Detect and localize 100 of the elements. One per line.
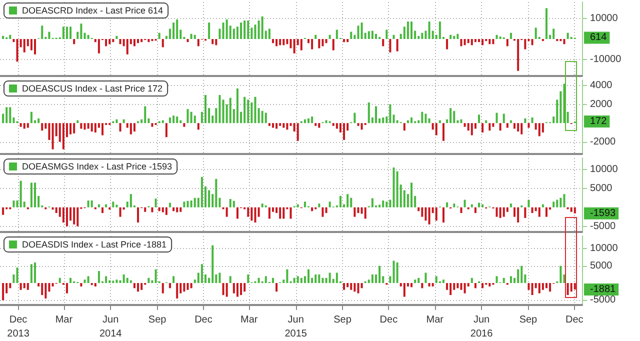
bar [232,200,235,208]
bar [52,123,54,150]
bar [172,207,175,212]
bar [531,283,534,296]
annotation: -1593 [590,208,616,219]
bar [339,196,342,208]
bar [488,39,491,44]
bar [222,22,224,39]
bar [98,271,100,284]
bar [140,283,143,290]
bar [116,280,118,284]
bar [538,283,540,294]
bar [464,200,466,208]
bar [311,207,314,212]
bar [34,39,36,54]
bar [308,118,310,124]
bar [460,39,462,46]
bar [218,28,221,39]
bar [563,39,566,44]
bar [190,34,192,39]
bar [566,283,569,296]
bar [410,182,413,208]
bar [470,204,473,208]
bar [20,283,22,290]
bar [318,123,320,128]
bar [552,202,555,208]
bar [343,123,346,140]
bar [279,39,282,46]
bar [9,107,12,124]
bar [286,123,288,130]
bar [194,116,196,124]
bar [453,110,456,124]
bar [148,39,150,42]
bar [215,178,218,208]
bar [183,123,186,127]
bar [16,39,18,62]
bar [55,207,58,214]
bar [435,123,438,136]
bar [290,123,292,126]
bar [137,207,140,223]
bar [286,269,288,284]
bar [101,123,104,136]
bar [453,204,456,208]
bar [442,207,444,223]
bar [282,39,285,46]
bar [336,123,338,129]
bar [499,123,502,131]
bar [119,123,122,132]
bar [354,207,356,217]
bar [545,283,548,288]
bar [478,114,480,124]
bar [26,283,29,290]
bar [62,26,64,39]
bar [325,39,328,44]
bar [357,283,360,294]
bar [90,123,93,132]
bar [392,34,395,39]
bar [151,280,154,284]
bar [186,109,189,124]
bar [168,283,171,288]
bar [368,31,370,39]
bar [293,278,296,284]
bar [232,283,235,294]
bar [378,204,381,208]
bar [20,180,22,208]
bar [478,202,480,208]
legend-label: DOEASCRD Index - Last Price 614 [22,6,164,16]
bar [9,34,12,39]
bar [62,207,64,223]
bar [2,207,4,215]
bar [23,283,26,288]
bar [563,84,566,124]
x-tick-label: Jun 2015 [284,314,308,340]
bar [392,260,395,284]
y-tick-label: -10000 [590,54,622,66]
bar [528,200,530,208]
bar [190,283,192,288]
bar [119,207,122,217]
bar [396,262,398,284]
bar [76,207,79,226]
bar [456,283,459,288]
bar [73,39,76,44]
bar [566,32,569,39]
bar [325,207,328,214]
bar [52,283,54,286]
bar [186,200,189,208]
bar [140,39,143,42]
bar [322,207,324,217]
bar [470,39,473,46]
annotation: -1881 [590,284,616,295]
bar [87,200,90,208]
bar [44,283,47,298]
bar [502,114,505,124]
bar [254,96,256,124]
bar [346,283,349,288]
bar [464,283,466,294]
bar [354,112,356,124]
x-tick-label: Dec [565,314,584,326]
bar [258,278,260,284]
bar [148,278,150,284]
